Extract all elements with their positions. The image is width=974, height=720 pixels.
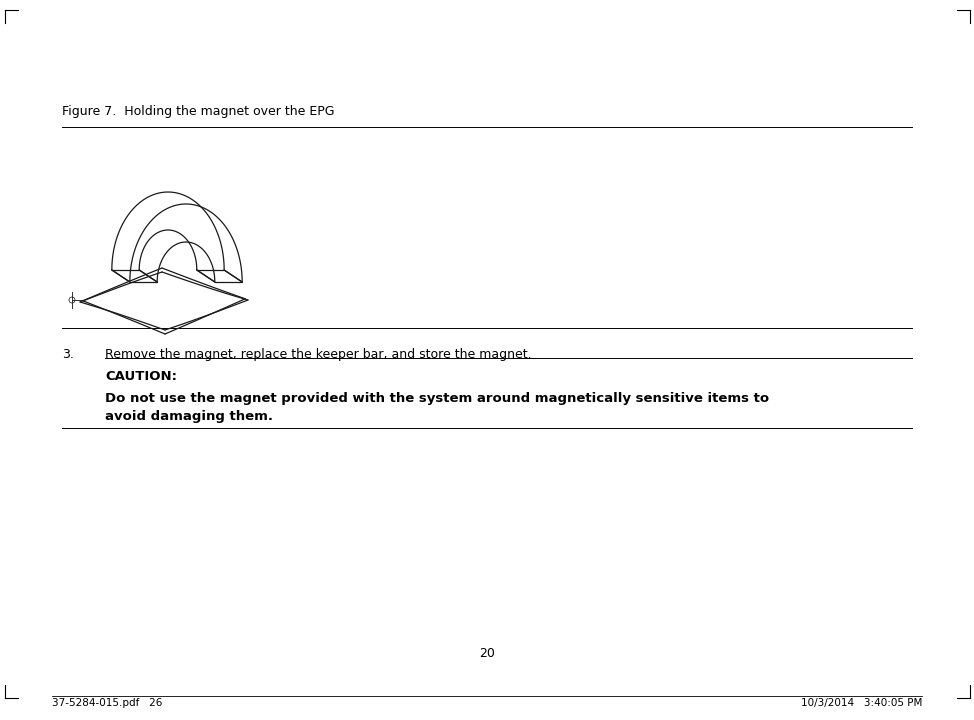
Text: 37-5284-015.pdf   26: 37-5284-015.pdf 26 (52, 698, 163, 708)
Text: Do not use the magnet provided with the system around magnetically sensitive ite: Do not use the magnet provided with the … (105, 392, 769, 405)
Text: 3.: 3. (62, 348, 74, 361)
Text: Remove the magnet, replace the keeper bar, and store the magnet.: Remove the magnet, replace the keeper ba… (105, 348, 532, 361)
Text: Figure 7.  Holding the magnet over the EPG: Figure 7. Holding the magnet over the EP… (62, 105, 334, 118)
Text: 10/3/2014   3:40:05 PM: 10/3/2014 3:40:05 PM (801, 698, 922, 708)
Text: avoid damaging them.: avoid damaging them. (105, 410, 273, 423)
Text: 20: 20 (479, 647, 495, 660)
Text: CAUTION:: CAUTION: (105, 370, 177, 383)
